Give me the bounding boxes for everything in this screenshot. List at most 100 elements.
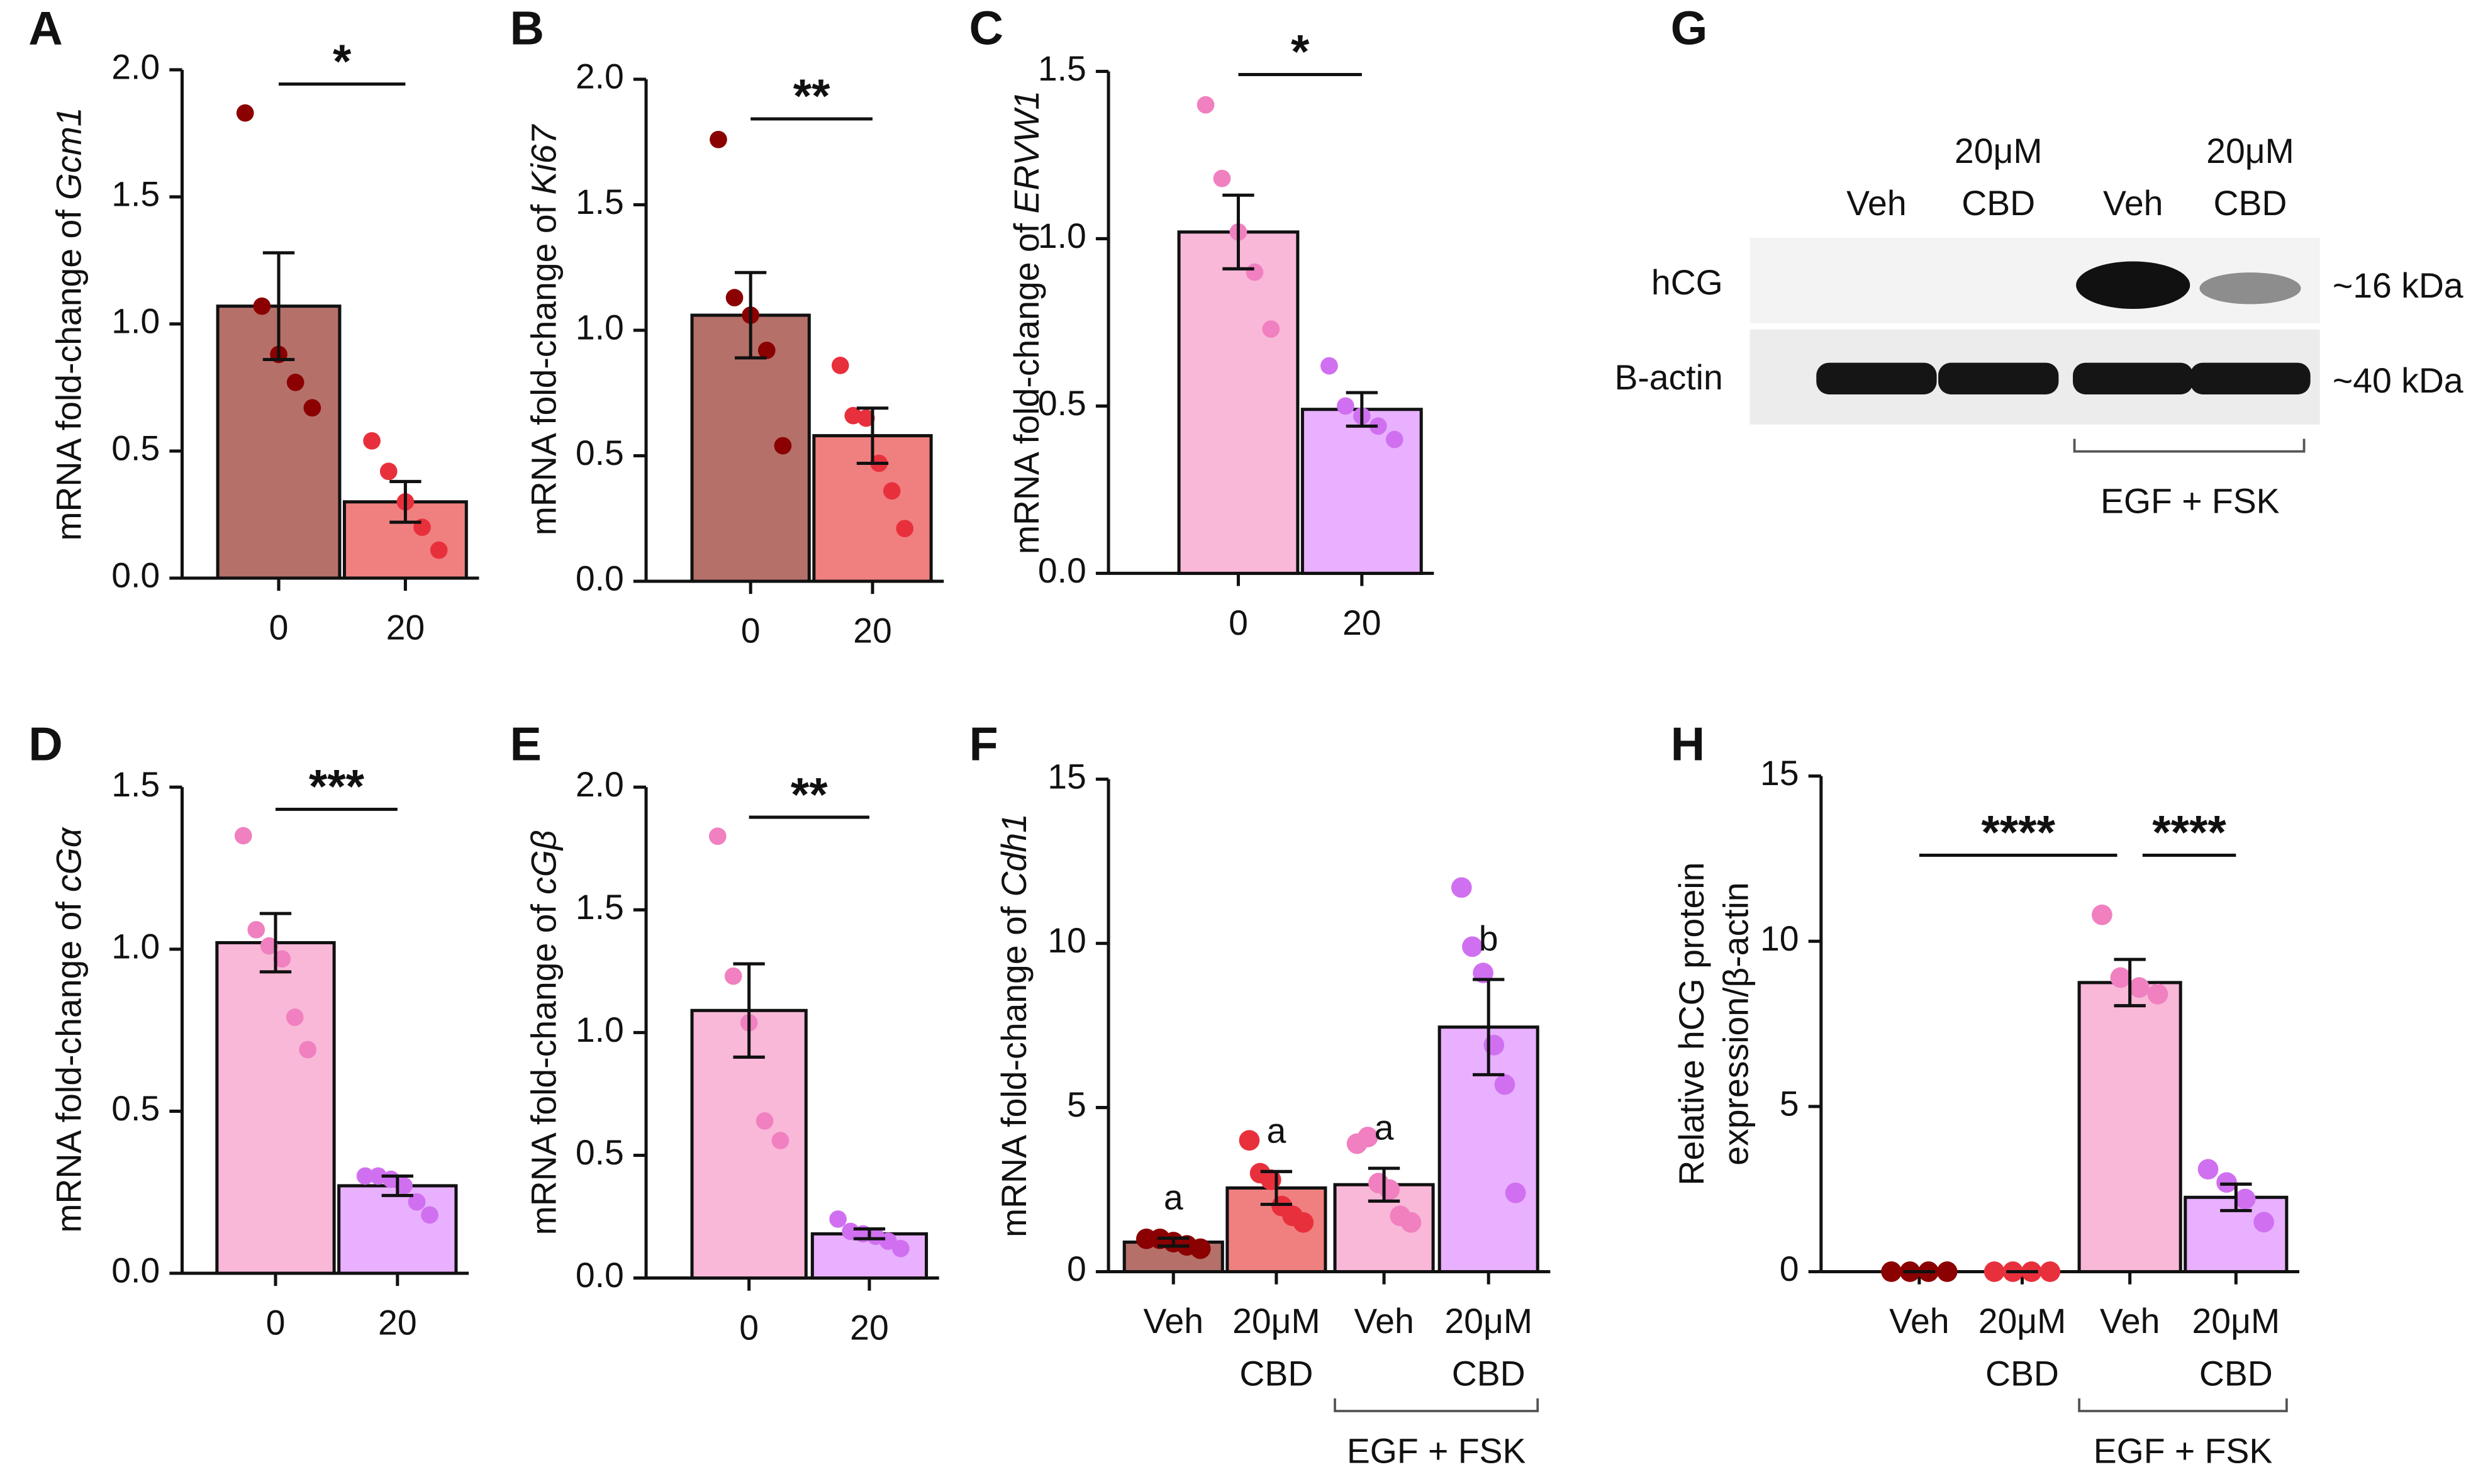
data-point: [260, 937, 278, 955]
y-axis-label-text: mRNA fold-change of: [49, 892, 88, 1233]
lane-label: 20μM: [2206, 131, 2294, 170]
y-axis-label-gene: cGβ: [524, 830, 563, 894]
y-tick-label: 1.0: [576, 308, 624, 347]
y-tick-label: 10: [1047, 921, 1086, 960]
significance-label: *: [1291, 26, 1310, 79]
y-axis-label: mRNA fold-change of ERVW1: [1007, 91, 1046, 554]
band: [2190, 362, 2311, 394]
x-tick-label: Veh: [1354, 1302, 1414, 1341]
data-point: [757, 342, 776, 359]
panel-letter: A: [28, 2, 63, 55]
data-point: [2110, 967, 2131, 988]
data-point: [831, 357, 849, 374]
bar: [215, 941, 336, 1275]
data-point: [1505, 1182, 1526, 1203]
data-point: [725, 289, 744, 307]
panel-letter: D: [28, 718, 63, 771]
y-tick-label: 0.5: [111, 1089, 160, 1128]
y-axis-label: expression/β-actin: [1717, 882, 1756, 1165]
data-point: [1494, 1074, 1515, 1095]
y-axis-label-gene: Cdh1: [995, 813, 1034, 896]
panel-letter: B: [510, 2, 545, 55]
y-tick-label: 0.5: [576, 433, 624, 472]
y-axis-label-text: mRNA fold-change of: [995, 896, 1034, 1237]
y-tick-label: 10: [1760, 919, 1799, 958]
x-tick-label: 20: [1342, 603, 1381, 642]
data-point: [253, 297, 271, 315]
data-point: [363, 432, 381, 450]
row-label: hCG: [1651, 263, 1723, 302]
x-tick-label: CBD: [2199, 1354, 2273, 1393]
x-tick-label: 20: [378, 1303, 417, 1342]
x-tick-label: 20μM: [1444, 1302, 1532, 1341]
y-tick-label: 1.5: [576, 182, 624, 221]
data-point: [896, 520, 914, 538]
significance-label: ****: [1981, 806, 2055, 859]
data-point: [2091, 904, 2112, 925]
data-point: [234, 827, 252, 845]
row-label: B-actin: [1614, 358, 1722, 397]
data-point: [1936, 1261, 1958, 1282]
y-tick-label: 0: [1067, 1249, 1086, 1288]
x-tick-label: 20: [850, 1308, 889, 1347]
data-point: [356, 1167, 374, 1185]
y-tick-label: 5: [1067, 1085, 1086, 1124]
lane-label: CBD: [1961, 184, 2035, 223]
y-tick-label: 0.0: [576, 1256, 624, 1295]
x-tick-label: Veh: [1144, 1302, 1203, 1341]
y-axis-label: mRNA fold-change of cGβ: [524, 830, 563, 1235]
y-tick-label: 2.0: [576, 765, 624, 804]
y-tick-label: 1.5: [111, 765, 160, 804]
lane-label: Veh: [2103, 184, 2163, 223]
data-point: [1385, 430, 1403, 449]
y-tick-label: 2.0: [111, 48, 160, 87]
x-tick-label: 20μM: [2192, 1302, 2280, 1341]
x-tick-label: 0: [1229, 603, 1248, 642]
bar: [1177, 230, 1300, 575]
bracket: [2078, 1398, 2288, 1412]
x-tick-label: CBD: [1452, 1354, 1526, 1393]
data-point: [1984, 1261, 2005, 1282]
data-point: [1483, 1035, 1505, 1056]
data-point: [710, 130, 727, 148]
y-tick-label: 0.0: [111, 1251, 160, 1290]
data-point: [1246, 263, 1264, 281]
data-point: [1400, 1212, 1422, 1233]
significance-label: **: [793, 70, 830, 123]
data-point: [1357, 1127, 1378, 1147]
data-point: [1262, 320, 1280, 338]
data-point: [421, 1206, 438, 1224]
data-point: [1451, 877, 1472, 898]
data-point: [236, 104, 254, 122]
y-tick-label: 15: [1047, 757, 1086, 796]
x-tick-label: 0: [269, 608, 289, 647]
bracket: [2073, 438, 2306, 453]
y-tick-label: 0.0: [1038, 551, 1086, 590]
y-axis-label: mRNA fold-change of Gcm1: [49, 107, 88, 540]
x-tick-label: CBD: [1239, 1354, 1313, 1393]
band: [2199, 272, 2301, 304]
data-point: [829, 1210, 847, 1228]
y-tick-label: 0.0: [576, 559, 624, 598]
data-point: [857, 409, 875, 427]
data-point: [299, 1040, 317, 1059]
significance-label: *: [333, 35, 352, 88]
y-tick-label: 1.0: [576, 1010, 624, 1049]
significance-label: **: [791, 769, 828, 822]
y-tick-label: 0: [1780, 1249, 1799, 1288]
y-axis-label: Relative hCG protein: [1672, 862, 1711, 1186]
lane-label: CBD: [2214, 184, 2287, 223]
data-point: [1379, 1179, 1400, 1200]
data-point: [1881, 1261, 1902, 1282]
size-label: ~16 kDa: [2333, 266, 2463, 305]
data-point: [883, 482, 901, 500]
y-axis-label: mRNA fold-change of Ki67: [524, 124, 563, 536]
y-tick-label: 1.5: [576, 888, 624, 927]
group-letter: a: [1164, 1178, 1183, 1217]
data-point: [1320, 357, 1338, 375]
y-axis-label: mRNA fold-change of Cdh1: [995, 813, 1034, 1237]
data-point: [2253, 1212, 2274, 1233]
group-letter: b: [1479, 919, 1498, 958]
data-point: [2197, 1159, 2219, 1180]
x-tick-label: 0: [266, 1303, 286, 1342]
